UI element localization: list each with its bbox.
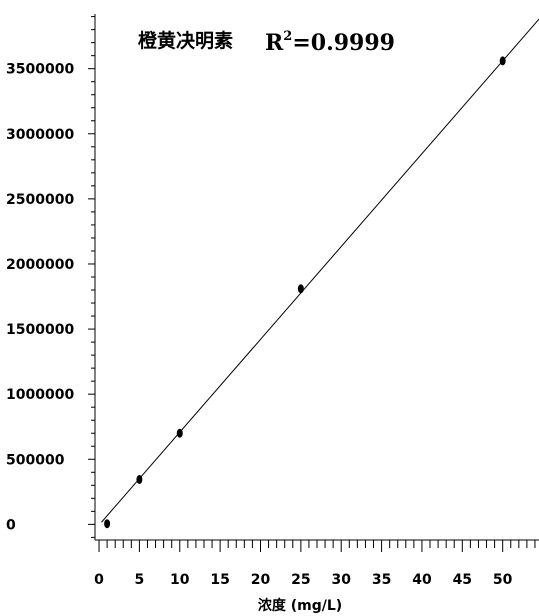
y-tick-label: 500000	[6, 452, 65, 468]
x-tick-label: 25	[291, 572, 310, 588]
x-tick-label: 30	[331, 572, 351, 588]
x-tick-label: 0	[94, 572, 104, 588]
r2-superscript: 2	[283, 29, 292, 44]
y-tick-label: 2000000	[6, 257, 74, 273]
r2-letter: R	[265, 30, 284, 56]
y-tick-label: 2500000	[6, 192, 74, 208]
data-point	[499, 56, 506, 66]
chart-title-r2: R2=0.9999	[265, 29, 395, 56]
y-tick-label: 3500000	[6, 62, 74, 78]
y-tick-label: 0	[6, 517, 16, 533]
data-point	[297, 284, 304, 294]
data-point	[176, 428, 183, 438]
x-tick-label: 15	[210, 572, 229, 588]
x-axis: 0 5 10 15 20 25 30 35 40 45 50	[94, 539, 539, 588]
fit-line	[101, 18, 539, 523]
data-point	[136, 474, 143, 484]
chart-title: 橙黄决明素 R2=0.9999	[138, 29, 395, 56]
fit-line-group	[101, 18, 539, 523]
y-tick-label: 1500000	[6, 322, 74, 338]
x-tick-label: 5	[135, 572, 145, 588]
x-tick-label: 50	[493, 572, 513, 588]
x-tick-label: 40	[412, 572, 432, 588]
x-tick-label: 45	[453, 572, 472, 588]
x-tick-label: 10	[170, 572, 190, 588]
y-axis: 0 500000 1000000 1500000 2000000 2500000 30000…	[6, 14, 96, 540]
r2-value: =0.9999	[292, 30, 395, 56]
data-points	[104, 56, 506, 529]
data-point	[104, 519, 111, 529]
x-axis-title: 浓度 (mg/L)	[258, 597, 342, 614]
y-tick-label: 3000000	[6, 127, 74, 143]
y-tick-label: 1000000	[6, 387, 74, 403]
x-tick-label: 35	[372, 572, 391, 588]
x-tick-label: 20	[251, 572, 271, 588]
chart-title-compound: 橙黄决明素	[138, 29, 233, 52]
